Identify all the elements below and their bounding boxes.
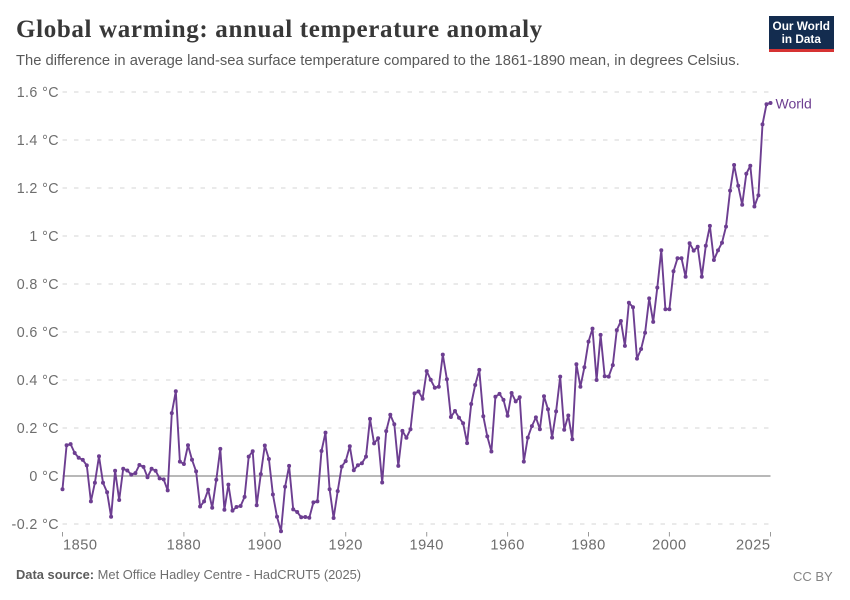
svg-text:World: World xyxy=(776,96,812,112)
svg-text:1960: 1960 xyxy=(490,538,524,554)
svg-text:1920: 1920 xyxy=(328,538,362,554)
svg-text:1980: 1980 xyxy=(571,538,605,554)
svg-text:1.4 °C: 1.4 °C xyxy=(17,133,59,149)
svg-text:0.8 °C: 0.8 °C xyxy=(17,277,59,293)
svg-text:0.6 °C: 0.6 °C xyxy=(17,325,59,341)
svg-text:1900: 1900 xyxy=(248,538,282,554)
svg-text:1880: 1880 xyxy=(167,538,201,554)
svg-text:0.4 °C: 0.4 °C xyxy=(17,373,59,389)
svg-text:2000: 2000 xyxy=(652,538,686,554)
svg-text:1940: 1940 xyxy=(409,538,443,554)
svg-text:0.2 °C: 0.2 °C xyxy=(17,421,59,437)
svg-text:0 °C: 0 °C xyxy=(29,469,59,485)
svg-text:1.6 °C: 1.6 °C xyxy=(17,85,59,101)
svg-text:-0.2 °C: -0.2 °C xyxy=(12,517,59,533)
svg-text:1850: 1850 xyxy=(63,538,97,554)
svg-text:2025: 2025 xyxy=(736,538,770,554)
svg-text:1.2 °C: 1.2 °C xyxy=(17,181,59,197)
svg-text:1 °C: 1 °C xyxy=(29,229,59,245)
